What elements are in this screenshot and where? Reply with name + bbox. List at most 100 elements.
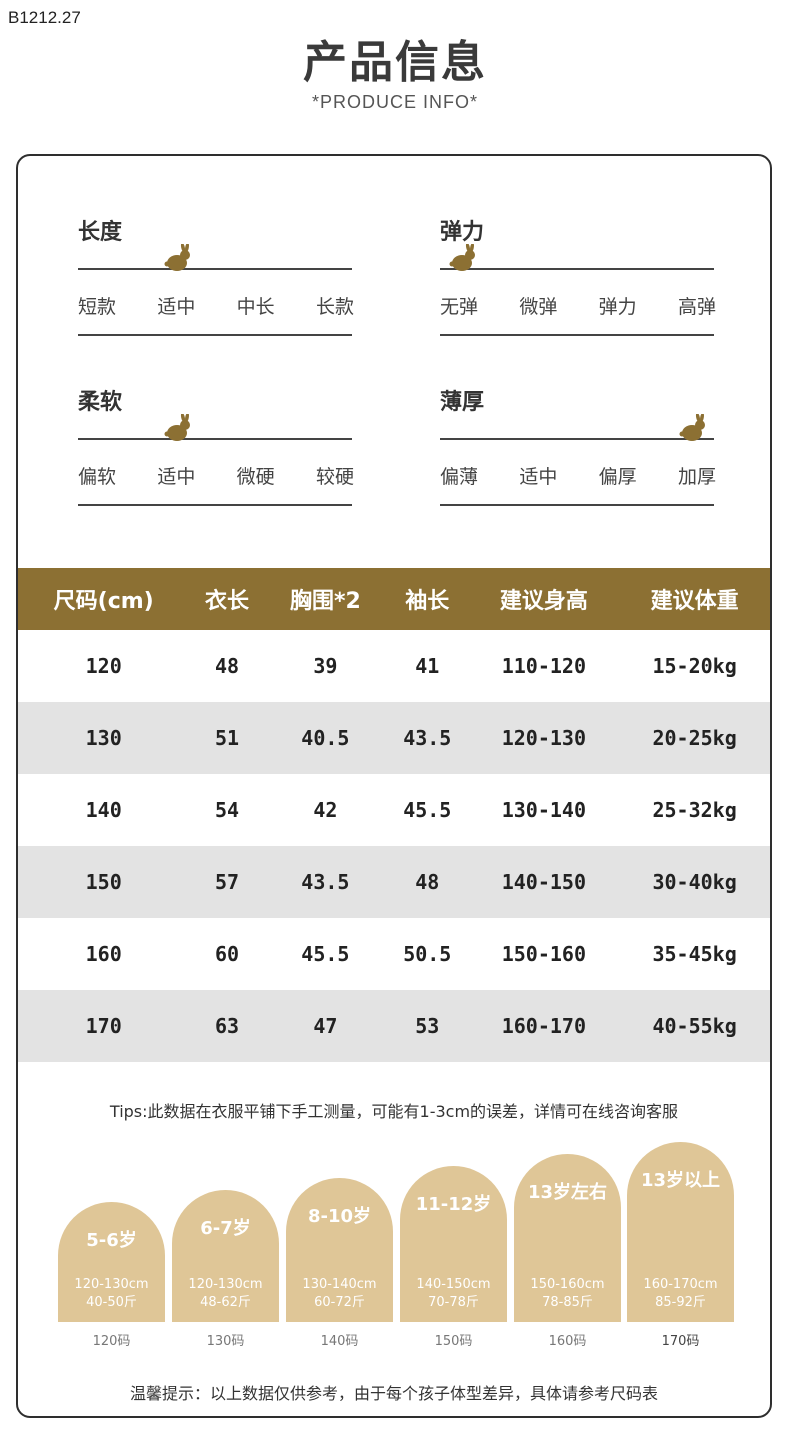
table-cell: 35-45kg	[652, 942, 737, 966]
table-cell: 45.5	[301, 942, 350, 966]
table-cell: 42	[313, 798, 338, 822]
age-arch: 8-10岁 130-140cm 60-72斤	[286, 1178, 393, 1322]
attribute-elasticity: 弹力 无弹 微弹 弹力 高弹	[440, 214, 716, 336]
option: 偏软	[78, 466, 117, 488]
column-header: 胸围*2	[264, 568, 387, 630]
table-cell: 47	[264, 990, 387, 1062]
attribute-options: 短款 适中 中长 长款	[78, 292, 354, 319]
option: 无弹	[440, 296, 479, 318]
table-cell: 150-160	[501, 942, 587, 966]
table-cell: 160-170	[468, 990, 620, 1062]
weight-range: 78-85斤	[542, 1295, 593, 1310]
option: 高弹	[677, 296, 716, 318]
scale-line	[440, 438, 714, 440]
height-range: 160-170cm	[643, 1277, 718, 1292]
table-cell: 150	[18, 846, 190, 918]
divider	[440, 334, 714, 336]
size-label: 120码	[92, 1334, 131, 1349]
option: 偏厚	[598, 466, 637, 488]
weight-range: 48-62斤	[200, 1295, 251, 1310]
bottom-note: 温馨提示：以上数据仅供参考，由于每个孩子体型差异，具体请参考尺码表	[129, 1384, 658, 1403]
table-cell: 41	[415, 654, 440, 678]
table-row: 170 63 47 53 160-170 40-55kg	[18, 990, 770, 1062]
size-table: 尺码(cm) 衣长 胸围*2 袖长 建议身高 建议体重 120 48 39 41…	[18, 568, 770, 1062]
option: 加厚	[677, 466, 716, 488]
attribute-length: 长度 短款 适中 中长 长款	[78, 214, 354, 336]
table-cell: 110-120	[501, 654, 587, 678]
option: 中长	[236, 296, 275, 318]
age-label: 6-7岁	[200, 1218, 251, 1239]
age-label: 8-10岁	[307, 1206, 372, 1227]
table-cell: 43.5	[386, 702, 469, 774]
size-label: 140码	[320, 1334, 359, 1349]
table-cell: 63	[189, 990, 265, 1062]
height-range: 120-130cm	[188, 1277, 263, 1292]
divider	[78, 504, 352, 506]
table-row: 150 57 43.5 48 140-150 30-40kg	[18, 846, 770, 918]
table-row: 140 54 42 45.5 130-140 25-32kg	[18, 774, 770, 846]
table-cell: 170	[18, 990, 190, 1062]
table-cell: 57	[189, 846, 265, 918]
option: 适中	[519, 466, 558, 488]
table-cell: 20-25kg	[619, 702, 770, 774]
table-cell: 60	[215, 942, 240, 966]
attribute-softness: 柔软 偏软 适中 微硬 较硬	[78, 384, 354, 506]
table-cell: 30-40kg	[619, 846, 770, 918]
product-code: B1212.27	[8, 8, 81, 27]
age-label: 13岁以上	[640, 1170, 721, 1191]
table-header-row: 尺码(cm) 衣长 胸围*2 袖长 建议身高 建议体重	[18, 568, 770, 630]
table-cell: 43.5	[264, 846, 387, 918]
height-range: 150-160cm	[530, 1277, 605, 1292]
weight-range: 85-92斤	[655, 1295, 706, 1310]
age-label: 13岁左右	[527, 1182, 608, 1203]
column-header: 建议身高	[468, 568, 620, 630]
table-row: 120 48 39 41 110-120 15-20kg	[18, 630, 770, 702]
height-range: 140-150cm	[416, 1277, 491, 1292]
column-header: 尺码(cm)	[18, 568, 190, 630]
column-header: 袖长	[386, 568, 469, 630]
attribute-label: 柔软	[78, 390, 123, 415]
table-cell: 45.5	[403, 798, 452, 822]
table-row: 160 60 45.5 50.5 150-160 35-45kg	[18, 918, 770, 990]
attribute-options: 无弹 微弹 弹力 高弹	[440, 292, 716, 319]
age-arch: 13岁左右 150-160cm 78-85斤	[514, 1154, 621, 1322]
scale-line	[78, 268, 352, 270]
attribute-label: 长度	[78, 220, 123, 245]
weight-range: 70-78斤	[428, 1295, 479, 1310]
option: 长款	[315, 296, 354, 318]
weight-range: 60-72斤	[314, 1295, 365, 1310]
table-cell: 130-140	[501, 798, 587, 822]
size-label: 150码	[434, 1334, 473, 1349]
size-label: 170码	[661, 1334, 700, 1349]
table-cell: 15-20kg	[652, 654, 737, 678]
table-row: 130 51 40.5 43.5 120-130 20-25kg	[18, 702, 770, 774]
option: 偏薄	[440, 466, 479, 488]
size-labels: 120码 130码 140码 150码 160码 170码	[58, 1330, 734, 1350]
attribute-options: 偏薄 适中 偏厚 加厚	[440, 462, 716, 489]
table-cell: 48	[215, 654, 240, 678]
age-label: 11-12岁	[415, 1194, 492, 1215]
divider	[78, 334, 352, 336]
table-cell: 48	[386, 846, 469, 918]
option: 弹力	[598, 296, 637, 318]
age-arch: 11-12岁 140-150cm 70-78斤	[400, 1166, 507, 1322]
table-cell: 160	[85, 942, 122, 966]
page-title: 产品信息	[303, 37, 487, 88]
rabbit-icon	[162, 242, 192, 272]
table-cell: 140	[85, 798, 122, 822]
info-card: 长度 短款 适中 中长 长款 弹力 无弹 微弹 弹力 高弹 柔软 偏软 适中 微…	[16, 154, 772, 1418]
scale-line	[78, 438, 352, 440]
option: 适中	[157, 296, 196, 318]
option: 微硬	[236, 466, 275, 488]
option: 微弹	[519, 296, 558, 318]
rabbit-icon	[447, 242, 477, 272]
column-header: 衣长	[189, 568, 265, 630]
rabbit-icon	[677, 412, 707, 442]
attribute-options: 偏软 适中 微硬 较硬	[78, 462, 354, 489]
divider	[440, 504, 714, 506]
age-label: 5-6岁	[86, 1230, 137, 1251]
attribute-label: 薄厚	[440, 390, 485, 415]
age-guide: 5-6岁 120-130cm 40-50斤 6-7岁 120-130cm 48-…	[58, 1142, 734, 1322]
height-range: 130-140cm	[302, 1277, 377, 1292]
size-label: 160码	[548, 1334, 587, 1349]
